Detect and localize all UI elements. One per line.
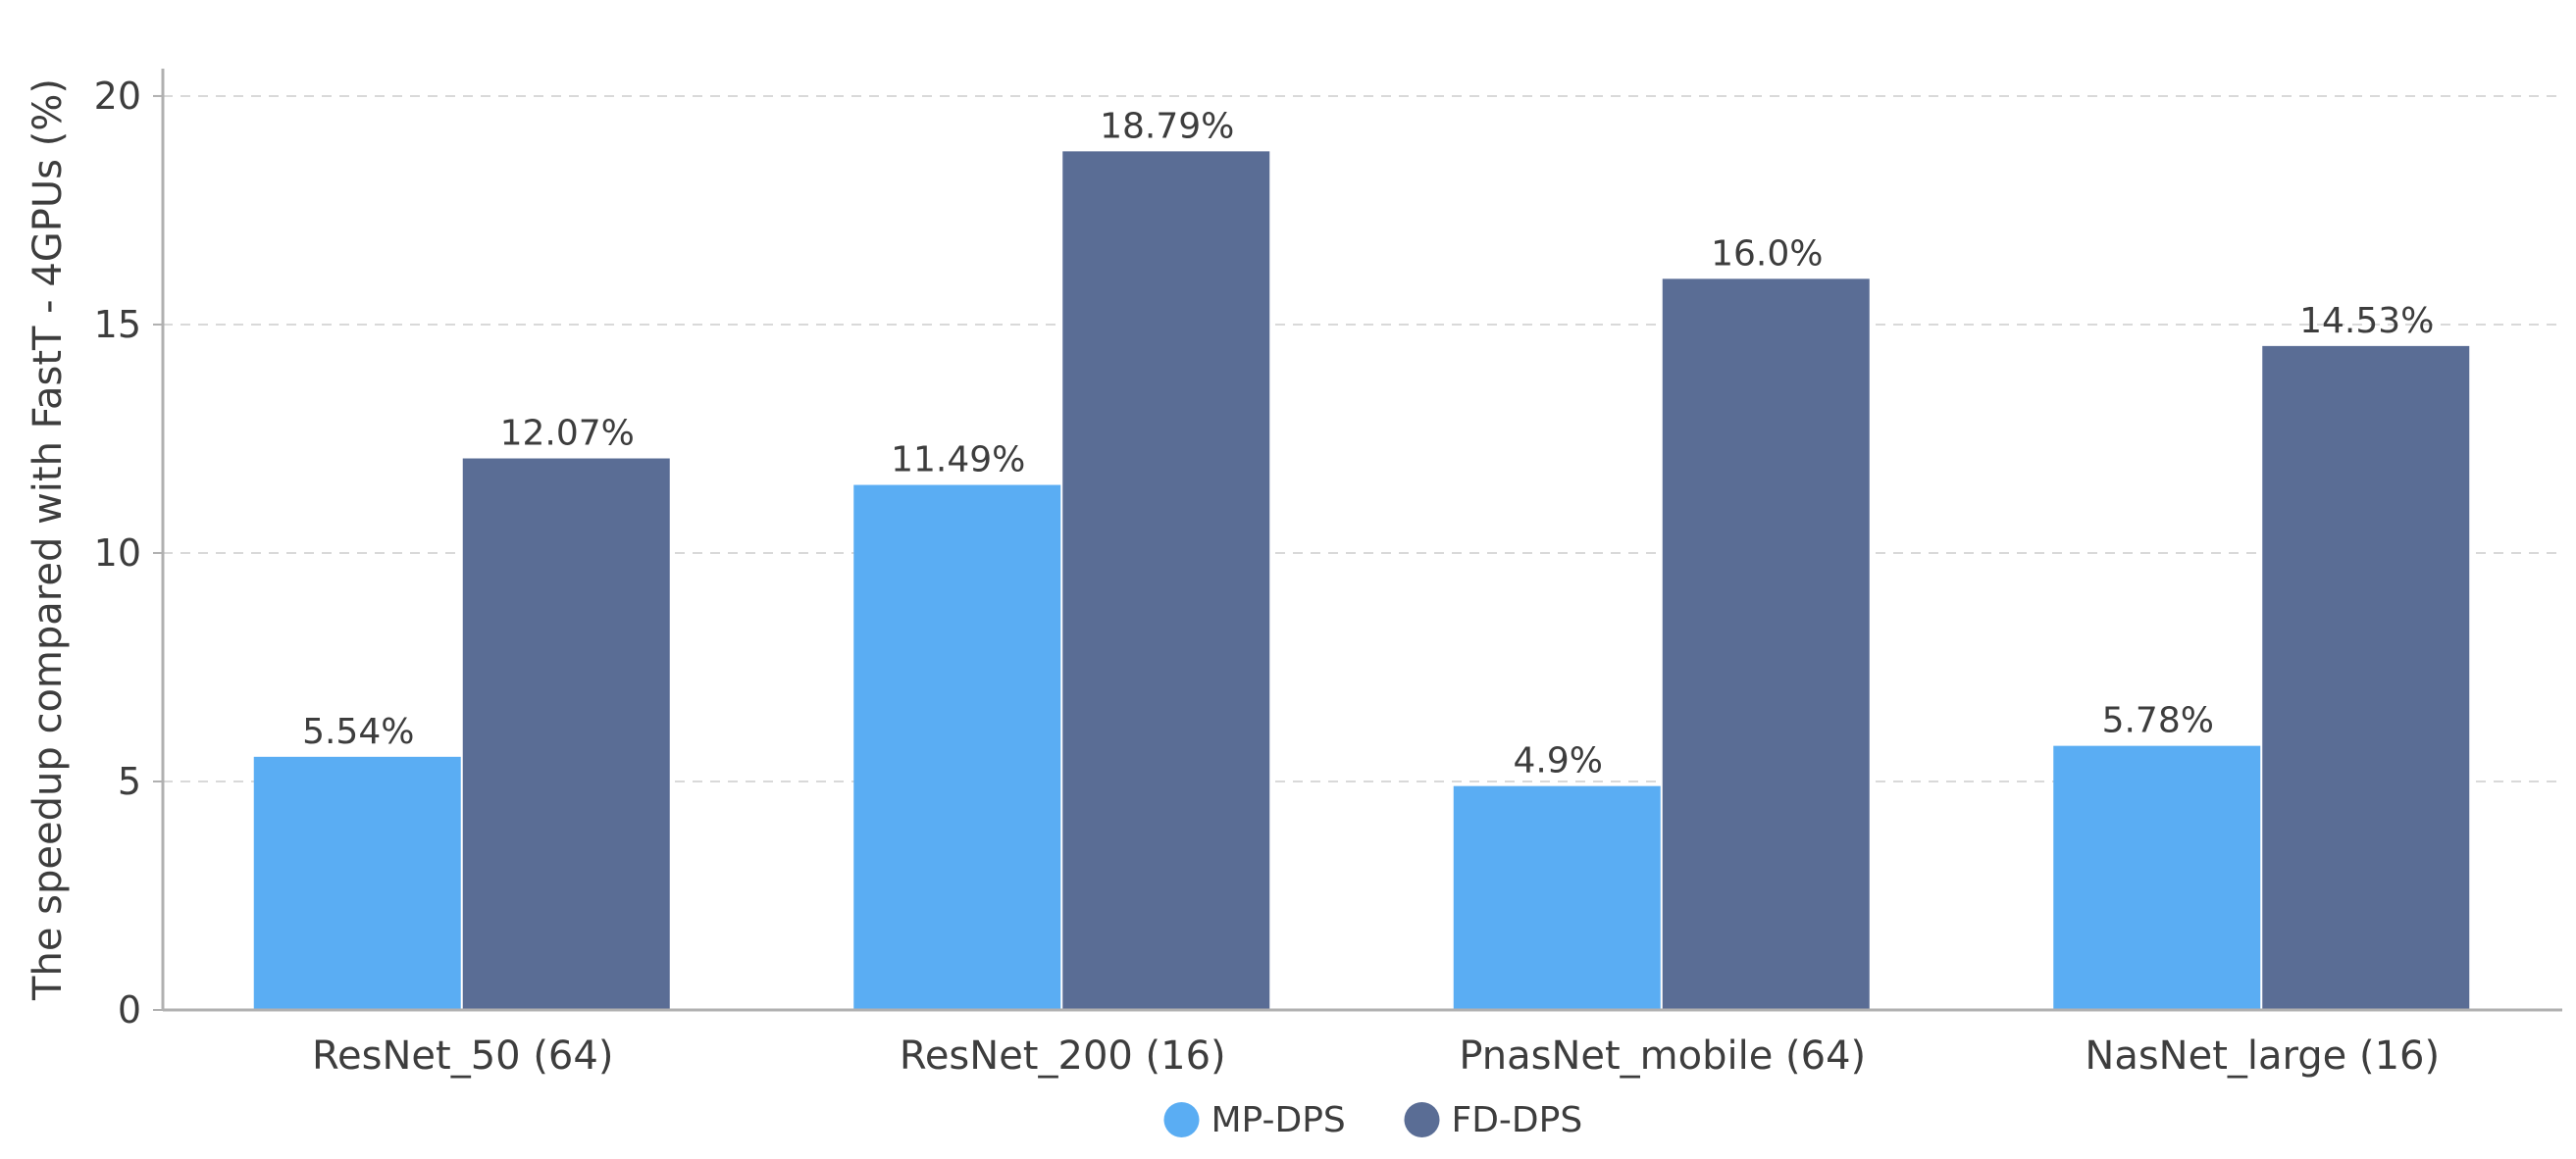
- data-label: 4.9%: [1514, 741, 1603, 781]
- y-tick-label: 15: [94, 303, 141, 346]
- bar-mp-dps: [253, 756, 461, 1010]
- legend: MP-DPS FD-DPS: [1163, 1100, 1583, 1140]
- legend-label: MP-DPS: [1211, 1100, 1346, 1140]
- bars: [253, 151, 2470, 1011]
- data-label: 14.53%: [2299, 301, 2434, 341]
- bar-fd-dps: [1062, 151, 1270, 1011]
- bar-fd-dps: [2262, 345, 2470, 1010]
- x-tick-label: ResNet_200 (16): [900, 1033, 1226, 1079]
- y-axis-title: The speedup compared with FastT - 4GPUs …: [26, 78, 71, 1001]
- x-tick-label: PnasNet_mobile (64): [1459, 1033, 1866, 1079]
- x-tick-label: NasNet_large (16): [2085, 1033, 2440, 1079]
- data-label: 5.78%: [2102, 701, 2214, 741]
- data-label: 5.54%: [302, 712, 414, 752]
- x-tick-label: ResNet_50 (64): [312, 1033, 613, 1079]
- data-label: 16.0%: [1711, 233, 1823, 274]
- data-labels: 5.54% 12.07% 11.49% 18.79% 4.9% 16.0% 5.78% 14.…: [302, 106, 2434, 781]
- y-tick-label: 5: [118, 760, 141, 803]
- y-tick-label: 20: [94, 75, 141, 118]
- y-tick-label: 0: [118, 988, 141, 1032]
- bar-mp-dps: [1453, 785, 1661, 1010]
- bar-fd-dps: [462, 458, 670, 1011]
- data-label: 18.79%: [1100, 106, 1234, 146]
- bar-mp-dps: [853, 484, 1061, 1010]
- y-tick-label: 10: [94, 531, 141, 575]
- data-label: 12.07%: [500, 414, 635, 454]
- legend-marker: [1163, 1102, 1200, 1137]
- legend-marker: [1404, 1102, 1440, 1137]
- bar-fd-dps: [1662, 278, 1870, 1011]
- legend-label: FD-DPS: [1452, 1100, 1583, 1140]
- axes: 0 5 10 15 20 ResNet_50 (64) ResNet_200 (16) Pna…: [94, 69, 2562, 1079]
- data-label: 11.49%: [891, 440, 1025, 480]
- bar-mp-dps: [2053, 745, 2261, 1010]
